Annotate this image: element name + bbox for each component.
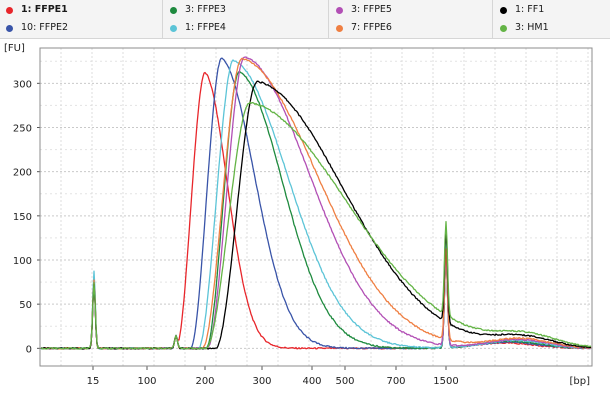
x-tick-label: 15 [87, 376, 100, 387]
trace-line [40, 101, 592, 350]
legend-label: 1: FF1 [515, 4, 545, 15]
y-tick-label: 100 [13, 256, 32, 267]
legend-item[interactable]: 3: HM1 [500, 20, 549, 36]
legend-swatch-icon [170, 6, 177, 14]
legend-swatch-icon [336, 6, 343, 14]
legend-item[interactable]: 1: FFPE4 [170, 20, 226, 36]
x-tick-label: 700 [386, 376, 405, 387]
legend-label: 3: FFPE3 [185, 4, 226, 15]
x-tick-label: 400 [302, 376, 321, 387]
x-axis-label: [bp] [570, 376, 591, 387]
legend-label: 10: FFPE2 [21, 22, 69, 33]
legend-label: 7: FFPE6 [351, 22, 392, 33]
x-tick-label: 500 [335, 376, 354, 387]
y-tick-label: 250 [13, 124, 32, 135]
legend-label: 3: FFPE5 [351, 4, 392, 15]
y-tick-label: 50 [19, 300, 32, 311]
legend-swatch-icon [170, 24, 177, 32]
legend-swatch-icon [6, 6, 13, 14]
legend-item[interactable]: 3: FFPE3 [170, 2, 226, 18]
legend-separator [162, 0, 163, 38]
electropherogram-chart: 0 50 100 150 200 250 300 [FU] 15 100 200 300 400 500 7… [4, 43, 593, 387]
legend-swatch-icon [500, 6, 507, 14]
legend-label: 1: FFPE4 [185, 22, 226, 33]
y-tick-label: 200 [13, 168, 32, 179]
y-tick-label: 0 [26, 344, 32, 355]
legend-separator [492, 0, 493, 38]
plot-area [39, 47, 593, 367]
legend-swatch-icon [336, 24, 343, 32]
x-tick-label: 1500 [433, 376, 458, 387]
legend-label: 1: FFPE1 [21, 4, 68, 15]
legend-swatch-icon [6, 24, 13, 32]
x-tick-label: 200 [195, 376, 214, 387]
chart-legend: 1: FFPE1 10: FFPE2 3: FFPE3 1: FFPE4 3: FFPE… [0, 0, 610, 39]
legend-separator [328, 0, 329, 38]
y-axis-label: [FU] [4, 43, 25, 54]
legend-label: 3: HM1 [515, 22, 549, 33]
x-tick-label: 300 [252, 376, 271, 387]
plot-frame [39, 47, 593, 367]
legend-swatch-icon [500, 24, 507, 32]
y-tick-label: 300 [13, 79, 32, 90]
x-tick-label: 100 [137, 376, 156, 387]
legend-item[interactable]: 1: FF1 [500, 2, 544, 18]
legend-item[interactable]: 10: FFPE2 [6, 20, 68, 36]
legend-item[interactable]: 7: FFPE6 [336, 20, 392, 36]
legend-item[interactable]: 3: FFPE5 [336, 2, 392, 18]
y-tick-label: 150 [13, 212, 32, 223]
legend-item[interactable]: 1: FFPE1 [6, 2, 68, 18]
